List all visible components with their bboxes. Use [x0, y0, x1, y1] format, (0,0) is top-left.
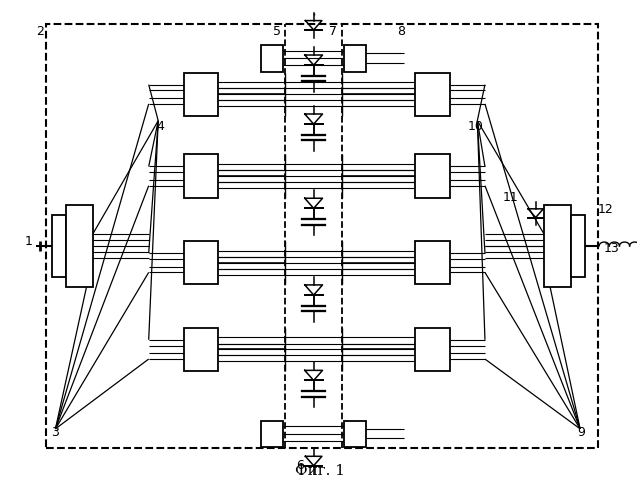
- Text: Фиг. 1: Фиг. 1: [295, 465, 345, 478]
- Bar: [184, 73, 218, 116]
- Bar: [571, 215, 584, 277]
- Bar: [415, 73, 450, 116]
- Bar: [344, 421, 366, 447]
- Bar: [52, 215, 66, 277]
- Text: 3: 3: [51, 426, 60, 439]
- Text: 11: 11: [502, 191, 518, 204]
- Text: 10: 10: [467, 120, 483, 133]
- Bar: [46, 24, 598, 448]
- Text: 2: 2: [36, 25, 44, 38]
- Text: 6: 6: [296, 459, 303, 472]
- Bar: [415, 241, 450, 284]
- Bar: [66, 205, 93, 287]
- Text: 7: 7: [329, 25, 337, 38]
- Bar: [261, 45, 284, 72]
- Text: 4: 4: [156, 120, 164, 133]
- Bar: [415, 328, 450, 371]
- Bar: [184, 154, 218, 198]
- Bar: [261, 421, 284, 447]
- Bar: [544, 205, 571, 287]
- Bar: [184, 241, 218, 284]
- Text: 12: 12: [598, 203, 613, 216]
- Text: 9: 9: [577, 426, 586, 439]
- Text: 13: 13: [604, 242, 620, 255]
- Text: 5: 5: [273, 25, 281, 38]
- Text: 1: 1: [24, 235, 32, 247]
- Text: 8: 8: [397, 25, 405, 38]
- Bar: [184, 328, 218, 371]
- Bar: [415, 154, 450, 198]
- Bar: [344, 45, 366, 72]
